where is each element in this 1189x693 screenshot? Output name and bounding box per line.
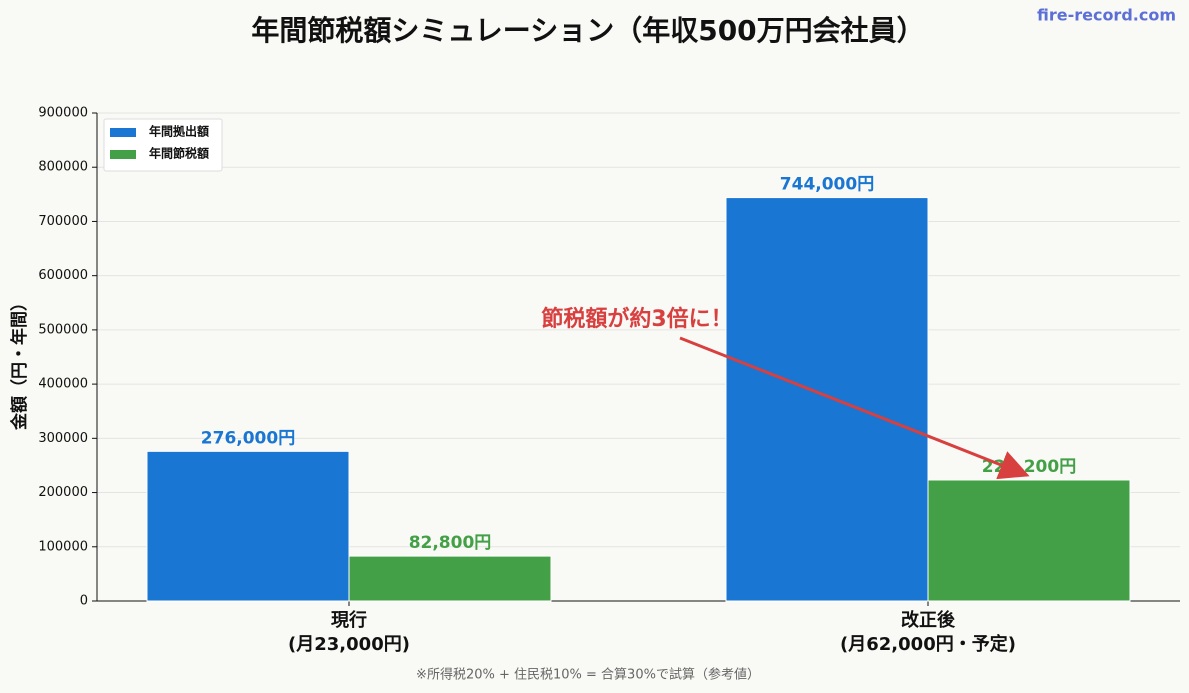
y-tick-label: 800000 [38, 160, 88, 175]
legend-label: 年間拠出額 [149, 124, 209, 139]
bar [927, 479, 1131, 602]
y-tick-label: 900000 [38, 106, 88, 121]
y-axis-label: 金額（円・年間） [9, 294, 30, 431]
legend-swatch [110, 150, 136, 159]
watermark: fire-record.com [1037, 6, 1176, 25]
legend-label: 年間節税額 [149, 146, 209, 161]
y-tick-label: 300000 [38, 431, 88, 446]
plot-area: 0 100000 200000 300000 400000 500000 600000 700… [38, 106, 1180, 655]
annotation: 節税額が約3倍に！ [541, 306, 732, 332]
y-tick-label: 700000 [38, 214, 88, 229]
y-tick-label: 100000 [38, 539, 88, 554]
footnote: ※所得税20% + 住民税10% = 合算30%で試算（参考値） [416, 667, 760, 683]
y-tick-label: 200000 [38, 485, 88, 500]
value-label: 223,200円 [982, 457, 1076, 477]
chart-title: 年間節税額シミュレーション（年収500万円会社員） [251, 14, 924, 47]
value-label: 276,000円 [201, 428, 295, 448]
bar [348, 555, 552, 602]
bar [725, 197, 929, 602]
y-tick-label: 0 [80, 594, 88, 609]
bar [146, 450, 350, 602]
value-label: 82,800円 [409, 533, 492, 553]
value-label: 744,000円 [780, 175, 874, 195]
x-tick-label: 現行(月23,000円) [288, 609, 410, 655]
x-tick-label: 改正後(月62,000円・予定) [840, 609, 1016, 655]
legend-swatch [110, 128, 136, 137]
y-tick-label: 400000 [38, 377, 88, 392]
y-tick-label: 600000 [38, 268, 88, 283]
y-tick-label: 500000 [38, 322, 88, 337]
annotation-arrow [679, 336, 1030, 480]
